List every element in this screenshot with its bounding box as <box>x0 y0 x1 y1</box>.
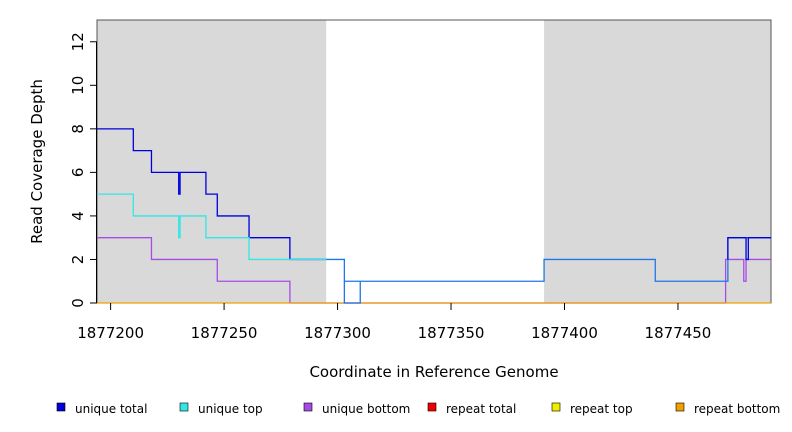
legend-label: unique bottom <box>322 402 410 416</box>
y-axis: 0 2 4 6 8 10 12 <box>69 32 97 308</box>
legend-swatch <box>675 402 685 412</box>
series-layer <box>97 128 771 304</box>
y-tick-label: 2 <box>69 255 87 265</box>
legend-label: repeat total <box>446 402 516 416</box>
legend: unique total unique top unique bottom repea… <box>56 402 780 416</box>
x-tick-label: 1877250 <box>191 324 258 342</box>
x-axis: 1877200 1877250 1877300 1877350 1877400 18774… <box>77 303 711 342</box>
x-tick-label: 1877350 <box>418 324 485 342</box>
y-axis-title: Read Coverage Depth <box>28 79 46 244</box>
legend-swatch <box>427 402 437 412</box>
legend-swatch <box>303 402 313 412</box>
y-tick-label: 10 <box>69 76 87 95</box>
legend-label: unique top <box>198 402 263 416</box>
legend-swatch <box>551 402 561 412</box>
y-tick-label: 6 <box>69 168 87 178</box>
shaded-region-1 <box>544 20 771 303</box>
shaded-regions <box>97 20 771 303</box>
legend-item-repeat-bottom: repeat bottom <box>675 402 780 416</box>
legend-swatch <box>56 402 66 412</box>
legend-item-repeat-total: repeat total <box>427 402 516 416</box>
legend-swatch <box>179 402 189 412</box>
x-tick-label: 1877300 <box>304 324 371 342</box>
shaded-region-0 <box>97 20 327 303</box>
legend-label: repeat top <box>570 402 633 416</box>
y-tick-label: 8 <box>69 124 87 134</box>
y-tick-label: 4 <box>69 211 87 221</box>
x-tick-label: 1877400 <box>531 324 598 342</box>
series-line-segment-8 <box>727 237 771 261</box>
x-axis-title: Coordinate in Reference Genome <box>309 363 558 381</box>
series-line-segment-7 <box>343 281 361 304</box>
legend-item-unique-bottom: unique bottom <box>303 402 410 416</box>
legend-item-unique-top: unique top <box>179 402 263 416</box>
y-tick-label: 12 <box>69 32 87 51</box>
x-tick-label: 1877200 <box>77 324 144 342</box>
y-tick-label: 0 <box>69 298 87 308</box>
legend-item-repeat-top: repeat top <box>551 402 633 416</box>
x-tick-label: 1877450 <box>645 324 712 342</box>
legend-label: unique total <box>75 402 147 416</box>
legend-label: repeat bottom <box>694 402 780 416</box>
legend-item-unique-total: unique total <box>56 402 147 416</box>
series-line-unique-top <box>97 193 327 261</box>
